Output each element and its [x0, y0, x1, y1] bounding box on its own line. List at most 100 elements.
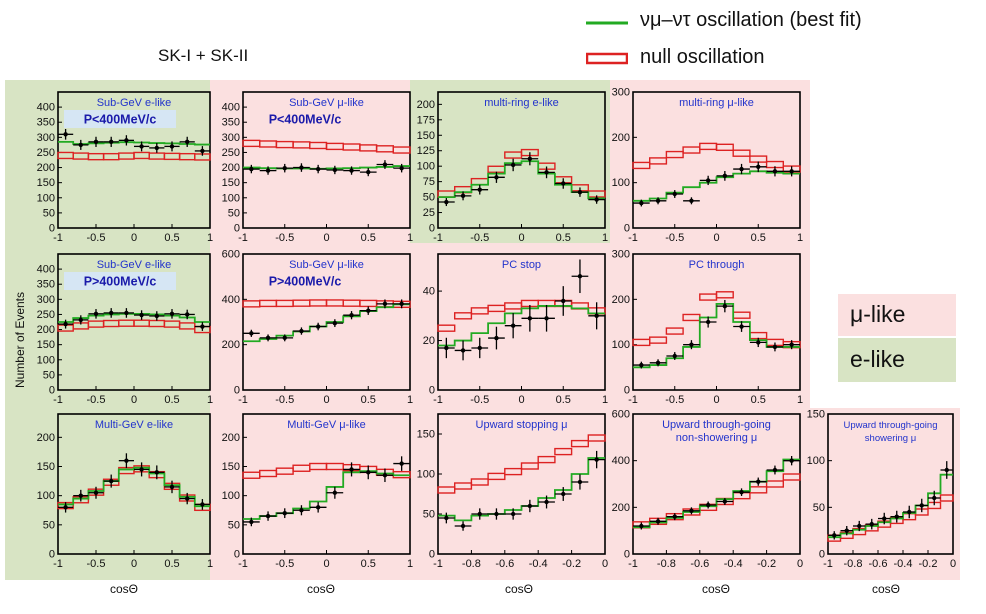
data-point	[488, 171, 505, 183]
e-like-legend-label: e-like	[850, 346, 905, 372]
y-tick-label: 150	[37, 461, 55, 473]
data-point-marker	[705, 178, 711, 183]
x-tick-label: -0.8	[844, 558, 863, 570]
data-point-marker	[477, 511, 482, 517]
data-point	[521, 152, 539, 166]
y-tick-label: 250	[37, 309, 55, 321]
data-point-marker	[655, 198, 661, 203]
panel-sub-gev-mu-like-high: 0 200 400 600 -1 -0.5 0 0.5 1 Sub-GeV μ-like P>400…	[222, 250, 413, 406]
data-point	[554, 286, 572, 316]
data-point-marker	[265, 335, 271, 341]
data-point	[538, 304, 555, 332]
oscillation-best-fit-line	[438, 305, 605, 347]
mu-like-region-upward	[410, 408, 960, 580]
data-point-marker	[561, 491, 566, 497]
data-point-marker	[739, 166, 744, 172]
x-tick-label: 0	[131, 394, 137, 406]
null-oscillation-bin	[437, 486, 456, 494]
data-point-marker	[672, 353, 677, 359]
data-point-marker	[756, 164, 761, 169]
data-point-marker	[672, 514, 677, 519]
data-point-marker	[869, 521, 874, 527]
y-tick-label: 0	[624, 223, 630, 235]
null-oscillation-bin	[275, 299, 294, 308]
data-point-marker	[282, 510, 287, 516]
oscillation-best-fit-line	[438, 160, 605, 200]
null-oscillation-bin	[325, 299, 344, 307]
data-point-marker	[78, 142, 83, 148]
x-axis-label-col5: cosΘ	[872, 582, 901, 596]
data-point-marker	[756, 340, 761, 345]
momentum-box-label: P>400MeV/c	[269, 275, 342, 289]
y-tick-label: 50	[423, 192, 435, 204]
data-point	[343, 462, 360, 477]
x-tick-label: 0.5	[361, 232, 376, 244]
panel-title-pc-through: PC through	[689, 259, 745, 271]
data-point	[376, 299, 394, 309]
x-tick-label: -1	[238, 558, 248, 570]
data-point	[538, 166, 555, 179]
panel-title-multi-ring-e-like: multi-ring e-like	[484, 97, 559, 109]
null-oscillation-bin	[309, 299, 328, 307]
y-axis-label: Number of Events	[13, 291, 27, 389]
y-tick-label: 600	[222, 250, 240, 261]
panel-title-pc-stop: PC stop	[502, 259, 541, 271]
data-point-marker	[577, 479, 583, 485]
data-point-marker	[200, 324, 205, 329]
x-tick-label: 1	[602, 394, 608, 406]
data-point	[504, 508, 522, 520]
null-oscillation-bin	[570, 439, 590, 448]
data-point	[134, 141, 150, 152]
data-point	[828, 531, 841, 540]
x-tick-label: -1	[433, 232, 443, 244]
x-tick-label: 0	[713, 394, 719, 406]
data-point-marker	[444, 345, 449, 351]
plot-frame	[632, 413, 801, 555]
x-tick-label: 0	[131, 558, 137, 570]
data-point-marker	[594, 457, 599, 462]
x-tick-label: 0.5	[361, 394, 376, 406]
null-oscillation-bin	[699, 293, 718, 301]
y-tick-label: 125	[417, 145, 435, 157]
x-axis-label-col3: cosΘ	[505, 582, 534, 596]
data-point	[164, 480, 180, 494]
data-point	[134, 462, 150, 477]
data-point-marker	[185, 312, 190, 317]
x-tick-label: 1	[407, 558, 413, 570]
data-point-marker	[594, 313, 599, 319]
data-point-marker	[494, 511, 499, 517]
x-tick-label: 0	[713, 232, 719, 244]
data-point-marker	[739, 324, 744, 329]
data-point-marker	[366, 470, 371, 475]
null-oscillation-bin	[665, 150, 684, 159]
data-point-marker	[124, 310, 129, 316]
y-tick-label: 400	[222, 294, 240, 306]
data-point	[276, 163, 294, 173]
data-point	[149, 311, 165, 321]
data-point	[521, 304, 539, 332]
y-tick-label: 0	[234, 385, 240, 397]
data-point	[134, 310, 150, 320]
y-tick-label: 200	[612, 294, 630, 306]
data-point-marker	[249, 331, 254, 336]
data-point	[164, 309, 180, 319]
data-point-marker	[444, 515, 449, 521]
null-oscillation-bin	[342, 143, 361, 151]
data-point-marker	[477, 187, 482, 192]
data-point-marker	[655, 519, 661, 524]
x-tick-label: -0.4	[894, 558, 913, 570]
data-point	[243, 517, 260, 527]
data-point	[326, 165, 344, 175]
data-point-marker	[722, 499, 728, 504]
data-point	[666, 352, 684, 360]
data-point	[73, 489, 89, 502]
data-point-marker	[510, 162, 516, 168]
null-oscillation-bin	[309, 462, 328, 471]
x-tick-label: -1	[823, 558, 833, 570]
panel-title-sub-gev-like: Sub-GeV μ-like	[289, 97, 364, 109]
x-tick-label: 1	[797, 394, 803, 406]
y-tick-label: 350	[37, 117, 55, 129]
data-point	[666, 513, 684, 521]
data-point-marker	[705, 502, 711, 508]
null-oscillation-bin	[259, 140, 278, 148]
